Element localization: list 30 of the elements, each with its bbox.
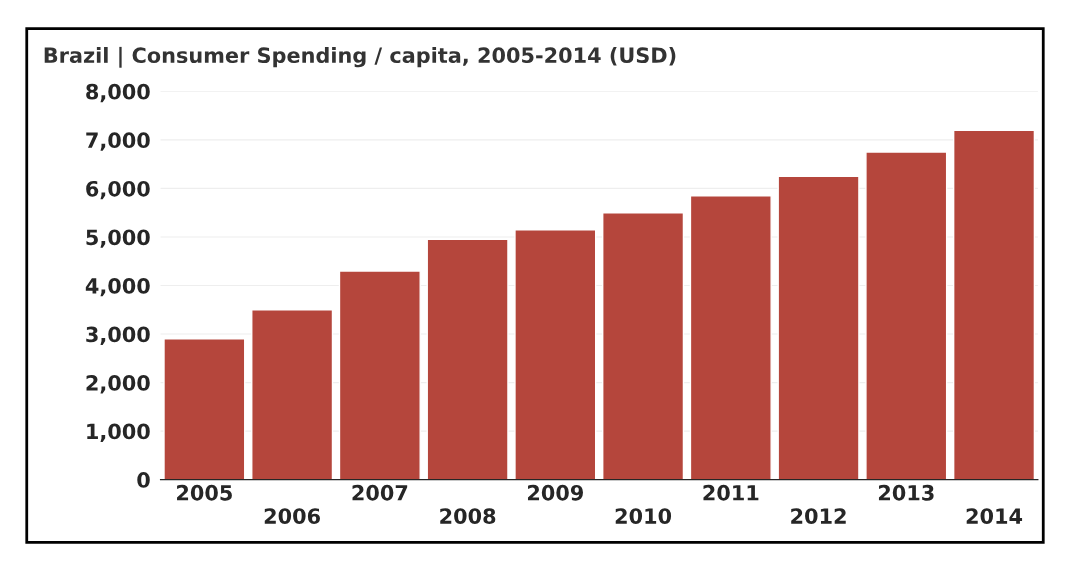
y-tick-label: 4,000: [85, 277, 150, 297]
x-tick-label: 2009: [527, 484, 583, 501]
x-tick-label: 2013: [878, 484, 934, 501]
bar: [689, 195, 772, 480]
bar: [338, 270, 421, 480]
bar: [865, 151, 948, 480]
x-tick-label: 2007: [352, 484, 408, 501]
y-tick-label: 1,000: [87, 423, 150, 442]
bar: [952, 129, 1036, 480]
x-tick-label: 2012: [791, 508, 846, 524]
x-tick-label: 2010: [615, 508, 672, 524]
x-tick-label: 2005: [177, 484, 232, 501]
x-tick-label: 2008: [440, 508, 496, 524]
y-tick-label: 2,000: [86, 375, 150, 394]
bar: [602, 212, 685, 480]
x-tick-label: 2006: [264, 508, 320, 524]
y-tick-label: 6,000: [86, 180, 150, 200]
y-tick-label: 8,000: [86, 83, 150, 103]
bar: [514, 228, 597, 480]
bar: [426, 238, 509, 480]
x-tick-label: 2011: [703, 484, 759, 501]
x-tick-label: 2014: [966, 508, 1023, 524]
y-tick-label: 0: [137, 472, 150, 488]
y-tick-label: 5,000: [86, 229, 150, 248]
bar: [251, 309, 334, 480]
bar: [163, 338, 246, 480]
chart-title: Brazil | Consumer Spending / capita, 2005-2014 (USD): [44, 46, 676, 68]
y-tick-label: 3,000: [86, 326, 150, 345]
bar: [777, 175, 860, 480]
y-tick-label: 7,000: [86, 132, 150, 151]
